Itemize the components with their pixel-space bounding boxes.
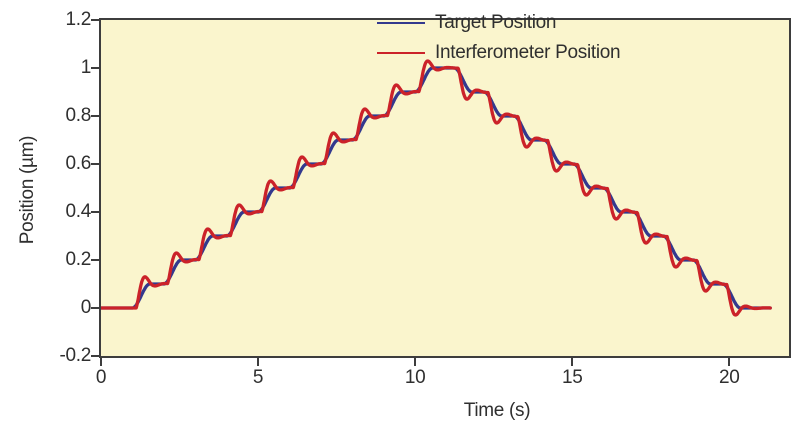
x-axis-title: Time (s) xyxy=(463,400,531,421)
y-axis-title: Position (µm) xyxy=(17,135,38,245)
x-tick-label: 10 xyxy=(404,367,426,388)
y-tick-label: 0.4 xyxy=(65,201,91,222)
y-tick-mark xyxy=(91,163,99,165)
x-tick-label: 0 xyxy=(95,367,107,388)
x-tick-mark xyxy=(257,358,260,366)
y-tick-label: -0.2 xyxy=(59,345,91,366)
y-tick-mark xyxy=(91,115,99,117)
x-tick-mark xyxy=(728,358,731,366)
legend-item-target: Target Position xyxy=(377,8,620,38)
y-tick-mark xyxy=(91,67,99,69)
x-tick-label: 15 xyxy=(561,367,583,388)
y-tick-label: 1.2 xyxy=(65,9,91,30)
plot-canvas xyxy=(101,59,772,317)
plot-area xyxy=(99,18,791,358)
y-tick-mark xyxy=(91,211,99,213)
legend: Target Position Interferometer Position xyxy=(377,8,621,68)
target-position-line xyxy=(101,66,772,310)
legend-line-target-swatch xyxy=(377,22,425,24)
x-tick-mark xyxy=(571,358,574,366)
legend-line-interferometer-swatch xyxy=(377,52,425,54)
y-tick-mark xyxy=(91,307,99,309)
y-tick-label: 0 xyxy=(80,297,92,318)
y-tick-mark xyxy=(91,355,99,357)
y-tick-mark xyxy=(91,19,99,21)
x-tick-label: 5 xyxy=(252,367,264,388)
y-tick-mark xyxy=(91,259,99,261)
x-tick-mark xyxy=(100,358,102,366)
legend-label-target: Target Position xyxy=(435,12,557,33)
legend-label-interferometer: Interferometer Position xyxy=(435,42,621,63)
y-tick-label: 0.2 xyxy=(65,249,91,270)
y-tick-label: 1 xyxy=(80,57,92,78)
y-tick-label: 0.8 xyxy=(65,105,91,126)
legend-item-interferometer: Interferometer Position xyxy=(377,38,621,68)
interferometer-position-line xyxy=(101,59,772,317)
y-tick-label: 0.6 xyxy=(65,153,91,174)
x-tick-mark xyxy=(414,358,417,366)
x-tick-label: 20 xyxy=(719,367,740,388)
